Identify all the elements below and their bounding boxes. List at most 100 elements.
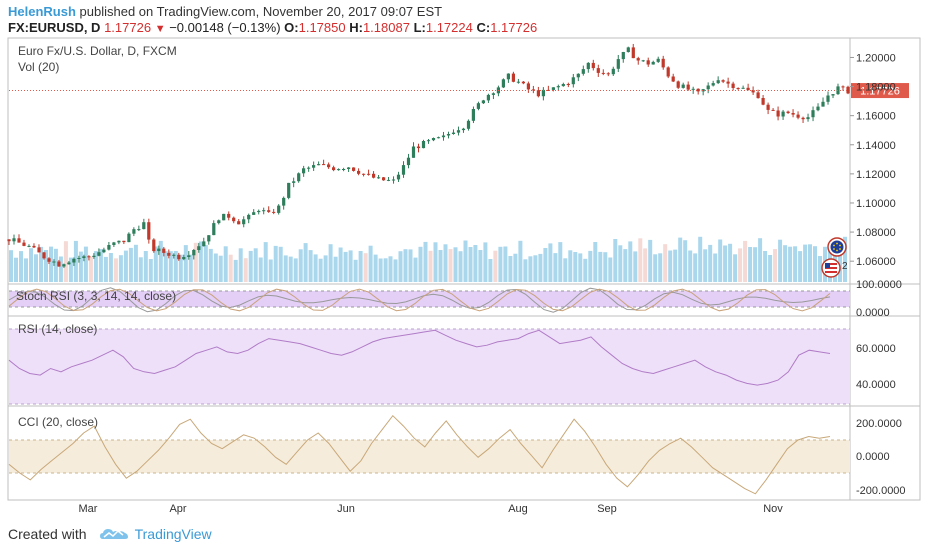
stoch-tick-100: 100.0000 [856,279,902,291]
candle-body [82,256,86,258]
candle-body [312,165,316,168]
price-tick: 1.06000 [856,256,896,268]
candle-body [202,241,206,247]
candle-body [476,103,480,109]
volume-bar [748,247,753,282]
candle-body [257,210,261,213]
price-tick: 1.12000 [856,169,896,181]
candle-body [142,222,146,230]
candle-body [137,229,141,231]
publish-header: HelenRush published on TradingView.com, … [8,3,442,20]
volume-bar [518,240,523,282]
candle-body [641,60,645,62]
volume-bar [88,256,93,282]
volume-bar [618,245,623,282]
candle-body [566,84,570,85]
volume-bar [148,259,153,282]
volume-bar [798,251,803,282]
volume-bar [813,246,817,282]
eu-flag-icon[interactable] [827,237,847,257]
candle-body [426,140,431,142]
tradingview-brand[interactable]: TradingView [134,526,212,542]
candle-body [506,73,510,80]
volume-bar [238,248,243,282]
cci-panel-frame [7,405,921,501]
cci-tick-200: 200.0000 [856,418,902,430]
volume-bar [223,246,228,282]
volume-bar [343,251,348,282]
last-price: 1.17726 [104,20,152,35]
volume-bar [488,259,493,282]
candle-body [766,104,770,110]
rsi-tick-60: 60.0000 [856,343,896,355]
candle-body [182,257,186,260]
volume-bar [643,248,648,282]
candle-body [571,77,575,85]
volume-bar [253,248,258,282]
candle-body [77,258,81,259]
candle-body [401,165,406,175]
author-name[interactable]: HelenRush [8,4,76,19]
volume-bar [113,258,118,282]
candle-body [671,76,675,82]
volume-bar [338,247,343,282]
candle-body [776,110,780,117]
candle-body [581,69,585,74]
volume-bar [613,239,618,282]
candle-body [731,83,735,88]
volume-bar [303,243,308,282]
candle-body [761,98,765,105]
volume-bar [658,253,663,282]
volume-bar [483,242,488,282]
candle-body [391,179,396,181]
candle-body [816,106,820,111]
volume-bar [563,258,568,282]
candle-body [531,89,535,91]
candle-body [297,173,301,182]
chart-canvas[interactable]: 1.17726 1.20000 1.18000 1.16000 1.14000 1.12… [0,0,932,520]
volume-bar [58,256,63,282]
candle-body [611,68,615,75]
volume-bar [628,241,633,282]
volume-bar [168,251,173,282]
candle-body [252,212,256,215]
candle-body [127,233,131,243]
volume-bar [288,256,293,282]
candle-body [157,248,161,252]
volume-bar [703,249,708,282]
candle-body [651,61,655,65]
volume-bar [723,245,728,282]
volume-bar [558,242,563,282]
x-tick-aug: Aug [508,503,528,515]
candle-body [726,81,730,84]
volume-bar [29,248,33,282]
volume-bar [448,249,453,282]
volume-bar [468,247,473,282]
candle-body [322,164,326,166]
volume-bar [783,245,788,282]
us-flag-icon[interactable] [821,258,841,278]
candle-body [751,90,755,93]
volume-bar [478,250,483,282]
volume-bar [568,250,573,282]
candle-body [177,254,181,260]
volume-bar [263,242,268,282]
volume-bar [268,259,273,282]
candle-body [801,117,805,120]
candle-body [367,173,371,175]
volume-bar [358,251,363,282]
symbol-label[interactable]: FX:EURUSD, D [8,20,101,35]
candle-body [821,101,825,107]
main-panel-title: Euro Fx/U.S. Dollar, D, FXCM [18,44,177,58]
cci-line [8,414,831,495]
volume-bar [208,248,213,282]
volume-bar [653,254,658,282]
candle-body [811,110,815,118]
candle-body [771,109,775,111]
volume-bar [753,247,758,282]
tradingview-cloud-icon [99,529,128,539]
volume-bar [19,251,23,282]
volume-bar [633,251,638,282]
candle-body [102,249,106,253]
candle-body [307,167,311,169]
